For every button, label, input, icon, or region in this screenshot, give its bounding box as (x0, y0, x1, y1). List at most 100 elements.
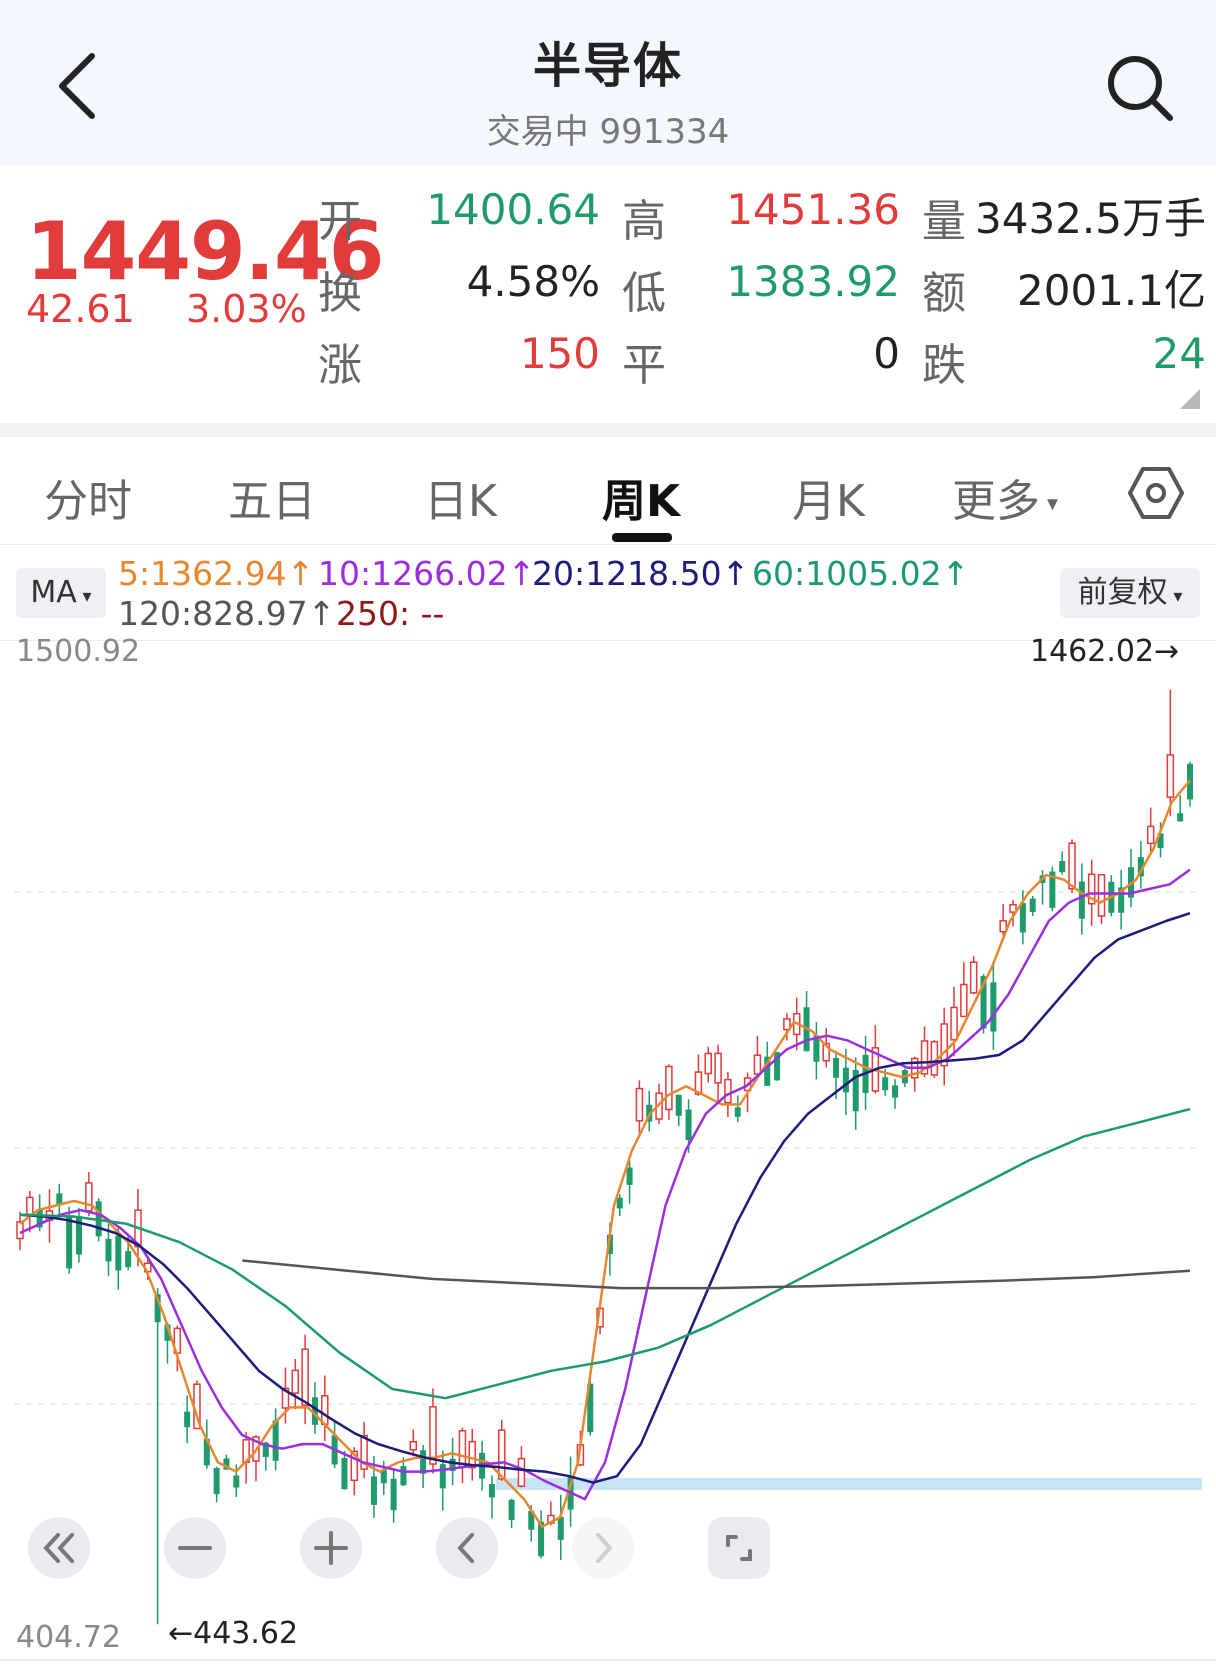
candle (1128, 848, 1135, 908)
search-button[interactable] (1102, 50, 1182, 130)
candle-body (125, 1251, 132, 1268)
candle (390, 1468, 397, 1523)
candle-body (665, 1065, 673, 1111)
scroll-right-button[interactable] (572, 1517, 634, 1579)
candle (753, 1035, 762, 1077)
page-subtitle: 交易中 991334 (486, 112, 730, 152)
candle-body (528, 1510, 535, 1530)
candle-body (616, 1197, 623, 1209)
adjust-mode-label: 前复权 (1077, 575, 1168, 610)
ma-indicator-button[interactable]: MA ▾ (16, 568, 106, 618)
period-high-marker: 1462.02→ (1030, 634, 1180, 669)
kline-chart[interactable]: 1500.92 404.72 1462.02→ ←443.62 (0, 634, 1216, 1677)
candle-body (813, 1035, 820, 1062)
high-value: 1451.36 (726, 185, 900, 234)
candle-body (350, 1450, 359, 1482)
candle-body (341, 1458, 348, 1490)
period-tabs: 分时 五日 日K 周K 月K 更多 ▾ (0, 437, 1216, 545)
open-label: 开 (318, 196, 362, 247)
candle-body (488, 1484, 495, 1498)
candle (538, 1510, 545, 1559)
candle-body (999, 920, 1007, 933)
candle (734, 1095, 741, 1123)
candle-body (538, 1521, 545, 1557)
scroll-to-start-button[interactable] (28, 1517, 90, 1579)
candle (331, 1420, 338, 1469)
back-button[interactable] (52, 48, 122, 128)
expand-triangle-icon[interactable] (1180, 389, 1200, 409)
ma-line-60 (19, 1107, 1191, 1400)
candle (813, 1022, 820, 1080)
candle-body (420, 1450, 427, 1474)
tab-more[interactable]: 更多 ▾ (952, 465, 1058, 529)
caret-down-icon: ▾ (1167, 586, 1183, 607)
candle-body (626, 1167, 633, 1185)
candle (1049, 866, 1056, 912)
candle-body (1078, 881, 1085, 919)
candle (892, 1079, 899, 1109)
tab-five-day[interactable]: 五日 (228, 476, 316, 527)
candle-body (26, 1196, 34, 1215)
candle-body (1166, 754, 1175, 798)
candle-body (764, 1056, 771, 1086)
candle-body (774, 1052, 781, 1081)
search-icon (1108, 56, 1173, 121)
candle-body (753, 1054, 762, 1075)
candle (508, 1498, 515, 1529)
candle (1146, 807, 1155, 854)
low-label: 低 (622, 268, 666, 319)
ma-line-120 (242, 1259, 1191, 1290)
candle (842, 1048, 849, 1115)
candle-body (892, 1085, 899, 1098)
tab-more-label: 更多 (952, 476, 1040, 527)
candle-body (409, 1441, 418, 1451)
zoom-in-button[interactable] (300, 1517, 362, 1579)
flat-count-label: 平 (622, 340, 666, 391)
caret-down-icon: ▾ (1040, 491, 1059, 517)
adjust-mode-button[interactable]: 前复权 ▾ (1060, 568, 1200, 618)
fullscreen-button[interactable] (708, 1517, 770, 1579)
tab-daily-k[interactable]: 日K (424, 476, 497, 527)
zoom-out-button[interactable] (164, 1517, 226, 1579)
candle-body (714, 1052, 722, 1084)
candle (184, 1395, 191, 1444)
candle-body (822, 1042, 830, 1062)
candle-body (85, 1182, 93, 1212)
candle-body (360, 1434, 368, 1470)
turnover-value: 4.58% (466, 257, 600, 306)
tab-intraday[interactable]: 分时 (44, 476, 132, 527)
candle-body (164, 1324, 171, 1341)
candle (272, 1408, 279, 1471)
candle (262, 1441, 269, 1471)
candle (1137, 840, 1144, 889)
candle-body (1068, 842, 1076, 890)
y-axis-min-label: 404.72 (16, 1620, 121, 1655)
candle (999, 903, 1007, 936)
candle-body (115, 1235, 122, 1271)
candle (26, 1190, 34, 1233)
candle (115, 1225, 122, 1290)
scroll-left-button[interactable] (436, 1517, 498, 1579)
candle-body (400, 1466, 407, 1486)
candle (301, 1334, 309, 1425)
candle-body (734, 1107, 741, 1117)
settings-button[interactable] (1128, 465, 1184, 521)
candle (213, 1466, 220, 1503)
ma-line-20 (19, 912, 1191, 1484)
price-change-percent: 3.03% (186, 287, 307, 331)
candle-body (429, 1406, 437, 1465)
candle-body (960, 983, 968, 1018)
candle-body (1029, 898, 1036, 912)
candle-body (1097, 873, 1106, 917)
candle (66, 1206, 73, 1274)
candle (1029, 895, 1036, 917)
candle-body (281, 1387, 290, 1409)
candle-body (1137, 857, 1144, 877)
tab-monthly-k[interactable]: 月K (792, 476, 865, 527)
volume-value: 3432.5万手 (975, 194, 1206, 243)
tab-weekly-k[interactable]: 周K (602, 476, 681, 527)
rise-count-value: 150 (519, 329, 600, 378)
candle (498, 1420, 506, 1481)
candle-body (213, 1468, 220, 1495)
candle-body (321, 1395, 329, 1426)
